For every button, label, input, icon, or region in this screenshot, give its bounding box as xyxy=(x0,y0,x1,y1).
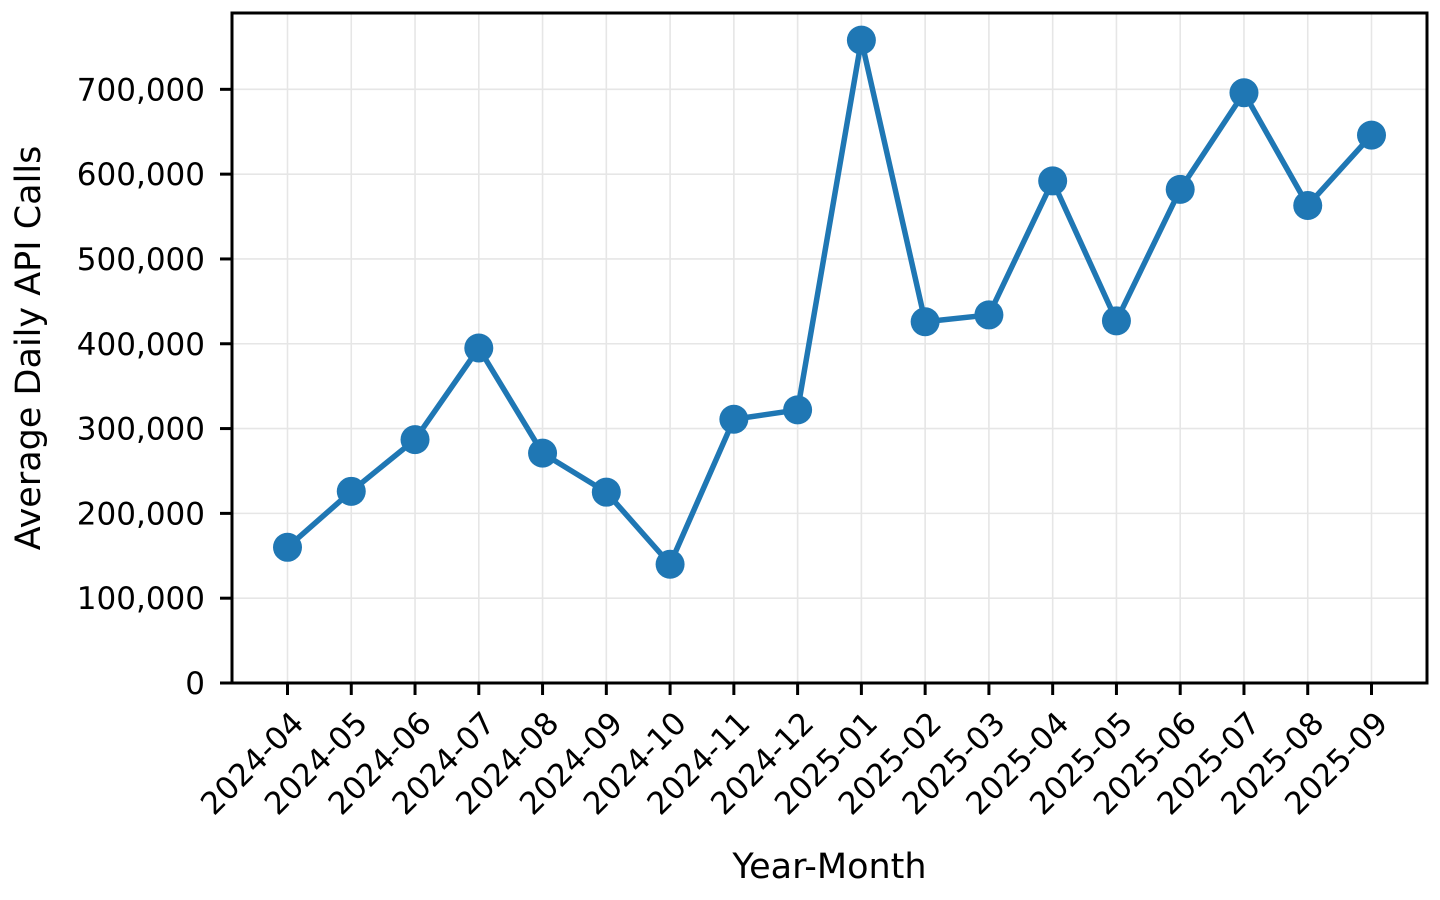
y-tick-label: 200,000 xyxy=(77,496,205,532)
y-tick-label: 400,000 xyxy=(77,327,205,363)
data-point-2025-06 xyxy=(1165,174,1195,204)
axis-ticks xyxy=(220,87,1373,695)
data-point-2025-01 xyxy=(846,25,876,55)
x-axis-label: Year-Month xyxy=(731,847,926,887)
data-point-2025-05 xyxy=(1101,306,1131,336)
data-point-2024-06 xyxy=(400,425,430,455)
y-tick-label: 500,000 xyxy=(77,242,205,278)
data-point-2024-12 xyxy=(783,395,813,425)
y-tick-label: 0 xyxy=(185,666,205,702)
data-point-2024-11 xyxy=(719,404,749,434)
y-axis-label: Average Daily API Calls xyxy=(9,146,49,551)
y-tick-label: 600,000 xyxy=(77,157,205,193)
plot-border xyxy=(230,11,1429,685)
data-point-2025-02 xyxy=(910,307,940,337)
data-point-2024-04 xyxy=(273,532,302,562)
data-point-2025-09 xyxy=(1357,120,1386,150)
data-point-2024-10 xyxy=(655,549,685,579)
y-tick-label: 700,000 xyxy=(77,72,205,108)
data-line xyxy=(284,37,1375,568)
data-point-2024-05 xyxy=(336,476,366,506)
data-point-2024-07 xyxy=(464,333,494,363)
data-point-2025-07 xyxy=(1229,78,1259,108)
data-point-2025-04 xyxy=(1038,166,1068,196)
y-tick-label: 100,000 xyxy=(77,581,205,617)
data-point-2025-08 xyxy=(1293,191,1323,221)
data-point-2024-09 xyxy=(591,477,621,507)
data-series xyxy=(273,25,1386,579)
data-point-2024-08 xyxy=(528,438,558,468)
y-tick-label: 300,000 xyxy=(77,412,205,448)
data-point-2025-03 xyxy=(974,300,1004,330)
